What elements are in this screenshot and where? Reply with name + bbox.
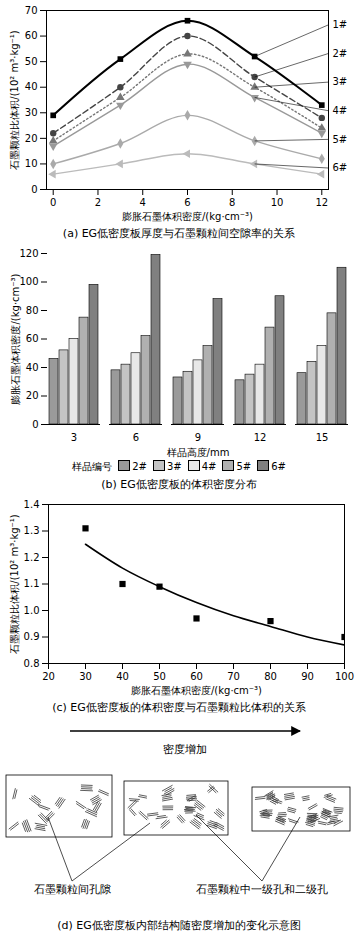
svg-text:30: 30	[79, 671, 92, 682]
svg-text:60: 60	[190, 671, 203, 682]
svg-text:6#: 6#	[333, 162, 348, 173]
svg-text:9: 9	[195, 432, 201, 443]
html-text:5#: 5#	[236, 461, 252, 472]
svg-text:6: 6	[184, 197, 190, 208]
svg-text:3: 3	[71, 432, 77, 443]
html-text:2#: 2#	[132, 461, 147, 472]
svg-text:100: 100	[19, 276, 38, 287]
svg-text:膨胀石墨体积密度/(kg·cm⁻³): 膨胀石墨体积密度/(kg·cm⁻³)	[10, 273, 21, 404]
svg-text:4: 4	[140, 197, 146, 208]
svg-text:0.8: 0.8	[24, 658, 40, 669]
svg-text:70: 70	[227, 671, 240, 682]
svg-text:8: 8	[229, 197, 235, 208]
html-text:(a) EG低密度板厚度与石墨颗粒间空隙率的关系: (a) EG低密度板厚度与石墨颗粒间空隙率的关系	[62, 227, 296, 240]
svg-text:12: 12	[315, 197, 328, 208]
html-text:(c) EG低密度板的体积密度与石墨颗粒比体积的关系: (c) EG低密度板的体积密度与石墨颗粒比体积的关系	[52, 701, 306, 714]
svg-text:90: 90	[301, 671, 314, 682]
svg-text:0.9: 0.9	[24, 631, 40, 642]
svg-text:1.4: 1.4	[24, 499, 40, 510]
svg-text:膨胀石墨体积密度/(kg·cm⁻³): 膨胀石墨体积密度/(kg·cm⁻³)	[122, 211, 253, 222]
svg-text:15: 15	[316, 432, 329, 443]
svg-text:4#: 4#	[333, 105, 348, 116]
html-text:样品编号: 样品编号	[72, 461, 113, 472]
svg-text:密度增加: 密度增加	[163, 743, 207, 756]
svg-text:1.0: 1.0	[24, 605, 40, 616]
svg-text:3#: 3#	[333, 76, 348, 87]
html-text:4#: 4#	[201, 461, 217, 472]
svg-text:1.2: 1.2	[24, 552, 40, 563]
svg-text:12: 12	[254, 432, 267, 443]
svg-text:0: 0	[50, 197, 56, 208]
svg-text:石墨颗粒中一级孔和二级孔: 石墨颗粒中一级孔和二级孔	[196, 883, 328, 896]
html-text:6#: 6#	[271, 461, 286, 472]
svg-text:0: 0	[32, 419, 38, 430]
svg-text:1.1: 1.1	[24, 578, 40, 589]
svg-text:20: 20	[25, 133, 38, 144]
svg-text:20: 20	[42, 671, 55, 682]
svg-text:1.3: 1.3	[24, 525, 40, 536]
svg-text:0: 0	[31, 184, 37, 195]
html-text:(d) EG低密度板内部结构随密度增加的变化示意图: (d) EG低密度板内部结构随密度增加的变化示意图	[57, 919, 301, 932]
svg-text:样品高度/mm: 样品高度/mm	[167, 447, 230, 458]
svg-text:2: 2	[95, 197, 101, 208]
svg-text:40: 40	[26, 362, 39, 373]
svg-text:石墨颗粒间孔隙: 石墨颗粒间孔隙	[34, 883, 111, 896]
svg-text:60: 60	[25, 30, 38, 41]
svg-text:5#: 5#	[333, 134, 348, 145]
svg-text:石墨颗粒比体积/(10² m³·kg⁻¹): 石墨颗粒比体积/(10² m³·kg⁻¹)	[9, 514, 20, 654]
svg-text:40: 40	[116, 671, 129, 682]
svg-text:10: 10	[271, 197, 284, 208]
svg-text:20: 20	[26, 390, 39, 401]
svg-text:6: 6	[133, 432, 139, 443]
svg-text:石墨颗粒比体积/(10² m³·kg⁻¹): 石墨颗粒比体积/(10² m³·kg⁻¹)	[9, 30, 20, 170]
svg-text:50: 50	[153, 671, 166, 682]
svg-text:30: 30	[25, 107, 38, 118]
svg-text:10: 10	[25, 158, 38, 169]
svg-text:60: 60	[26, 333, 39, 344]
svg-text:40: 40	[25, 81, 38, 92]
svg-text:100: 100	[335, 671, 354, 682]
svg-text:膨胀石墨体积密度/(kg·cm⁻³): 膨胀石墨体积密度/(kg·cm⁻³)	[131, 685, 262, 696]
svg-text:80: 80	[264, 671, 277, 682]
svg-text:1#: 1#	[333, 19, 348, 30]
svg-text:2#: 2#	[333, 48, 348, 59]
svg-text:50: 50	[25, 56, 38, 67]
html-text:3#: 3#	[166, 461, 182, 472]
html-text:(b) EG低密度板的体积密度分布: (b) EG低密度板的体积密度分布	[101, 478, 257, 491]
svg-text:70: 70	[25, 5, 38, 16]
svg-text:80: 80	[26, 305, 39, 316]
svg-text:120: 120	[19, 248, 38, 259]
